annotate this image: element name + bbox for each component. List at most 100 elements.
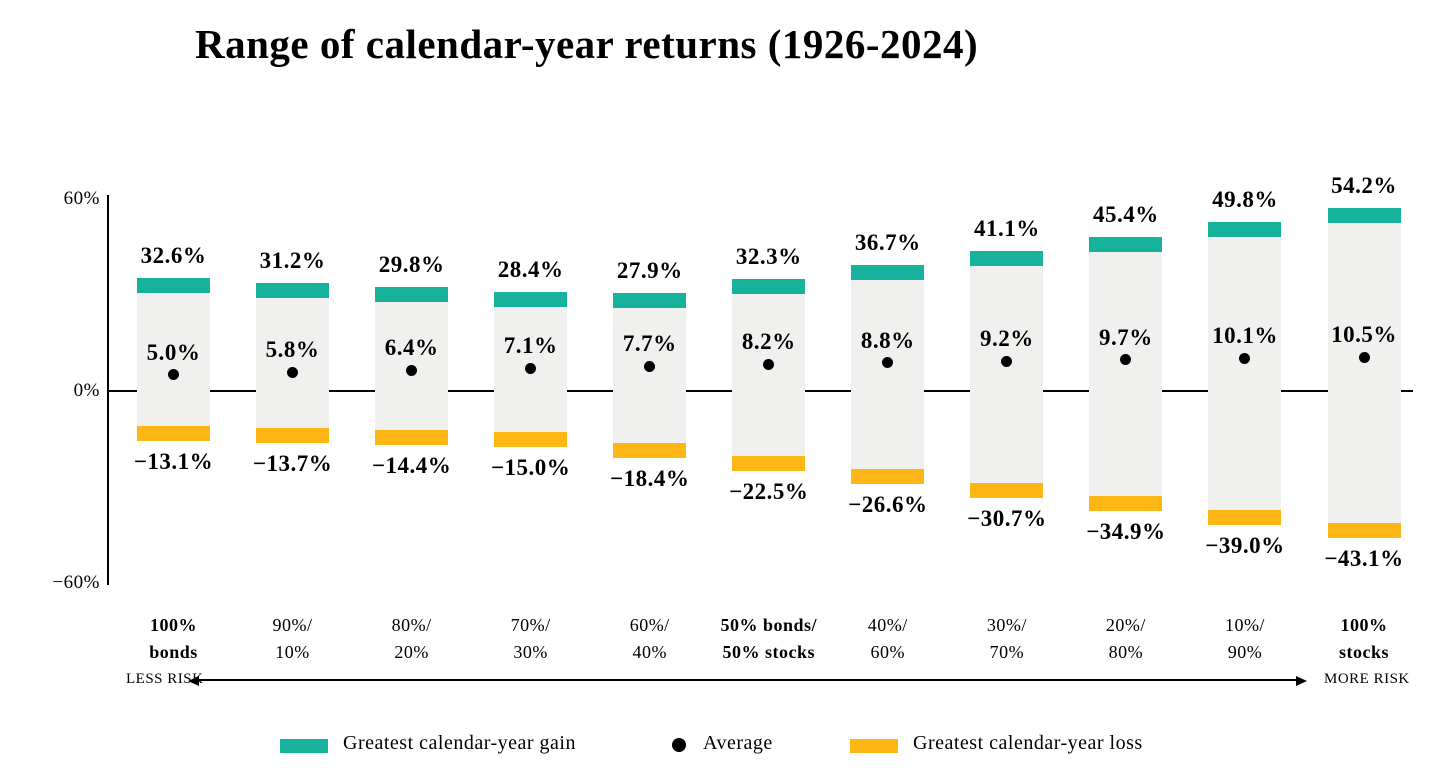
gain-label: 45.4% [1093,201,1159,227]
loss-label: −18.4% [610,465,690,491]
average-dot-icon [672,738,686,752]
category-line1: 100% [150,615,197,635]
category-line1: 100% [1340,615,1388,635]
category-label: 10%/ 90% [1170,612,1320,666]
chart-title: Range of calendar-year returns (1926-202… [195,21,979,67]
category-line2: 70% [989,642,1025,662]
category-line2: stocks [1338,642,1389,662]
gain-label: 31.2% [259,247,326,273]
range-bar [970,250,1044,498]
category-line2: bonds [149,642,198,662]
gain-label: 49.8% [1212,187,1278,213]
category-line2: 40% [632,642,667,662]
loss-label: −15.0% [490,454,571,480]
average-dot [525,362,537,374]
category-line2: 10% [275,642,310,662]
category-line1: 10%/ [1224,615,1265,635]
loss-label: −22.5% [729,479,809,505]
legend-gain-label: Greatest calendar-year gain [343,732,576,754]
category-label: 100% bonds [99,612,249,666]
loss-cap [1208,509,1282,525]
average-label: 5.0% [146,339,201,365]
risk-arrow-line [196,679,1296,681]
category-line1: 40%/ [867,615,908,635]
gain-cap [494,291,568,307]
gain-label: 41.1% [973,215,1040,241]
average-dot [1001,355,1013,367]
y-tick-label: −60% [52,572,100,593]
loss-label: −39.0% [1205,532,1285,558]
category-label: 20%/ 80% [1051,612,1201,666]
legend-loss-label: Greatest calendar-year loss [913,732,1143,754]
loss-label: −13.1% [133,448,214,474]
loss-cap [1089,496,1163,512]
average-label: 6.4% [384,335,439,361]
gain-cap [137,278,210,294]
category-line2: 30% [513,642,548,662]
category-label: 70%/ 30% [456,612,606,666]
loss-label: −26.6% [848,492,928,518]
average-label: 8.8% [860,327,915,353]
legend-average-label: Average [703,732,773,754]
gain-cap [1089,236,1163,252]
range-bar [851,264,925,485]
category-label: 40%/ 60% [813,612,963,666]
average-dot [1358,351,1370,363]
category-line1: 70%/ [510,615,551,635]
average-label: 8.2% [741,329,796,355]
loss-label: −30.7% [967,505,1047,531]
arrow-right-icon [1296,676,1307,686]
range-bar [1327,208,1401,538]
average-label: 7.1% [503,333,558,359]
category-label: 80%/ 20% [337,612,487,666]
range-bar [1089,236,1163,512]
loss-cap [256,427,330,443]
average-dot [882,357,894,369]
average-dot [1120,354,1132,366]
gain-cap [613,293,687,309]
category-line1: 20%/ [1105,615,1146,635]
average-dot [168,369,179,381]
category-line1: 30%/ [986,615,1027,635]
gain-label: 32.6% [140,243,207,269]
arrow-left-icon [188,676,199,686]
average-dot [406,364,418,376]
loss-cap [375,430,449,446]
gain-label: 54.2% [1331,173,1397,199]
category-line1: 90%/ [272,615,313,635]
loss-cap [137,425,210,441]
category-line1: 60%/ [629,615,670,635]
average-label: 10.1% [1212,323,1278,349]
gain-label: 32.3% [735,244,802,270]
category-line2: 90% [1227,642,1263,662]
category-line1: 80%/ [391,615,432,635]
y-tick-label: 60% [63,188,100,209]
average-label: 9.2% [979,326,1034,352]
gain-label: 27.9% [616,258,683,284]
average-dot [287,366,299,378]
loss-label: −43.1% [1324,545,1404,571]
gain-cap [970,250,1044,266]
category-label: 60%/ 40% [575,612,725,666]
gain-cap [375,287,449,303]
category-label: 90%/ 10% [218,612,368,666]
category-label: 50% bonds/50% stocks [694,612,844,666]
category-label: 100% stocks [1289,612,1439,666]
category-line2: 80% [1108,642,1144,662]
range-bar [732,279,806,472]
average-label: 5.8% [265,337,320,363]
average-dot [763,358,775,370]
loss-cap [851,469,925,485]
loss-label: −14.4% [371,453,452,479]
gain-label: 29.8% [378,252,445,278]
loss-cap [732,456,806,472]
average-label: 9.7% [1099,324,1153,350]
average-label: 7.7% [622,331,677,357]
category-line1: 50% bonds/ [720,615,818,635]
average-dot [1239,352,1251,364]
gain-cap [851,264,925,280]
category-line2: 50% stocks [722,642,815,662]
less-risk-label: LESS RISK [126,671,204,687]
category-line2: 20% [394,642,429,662]
